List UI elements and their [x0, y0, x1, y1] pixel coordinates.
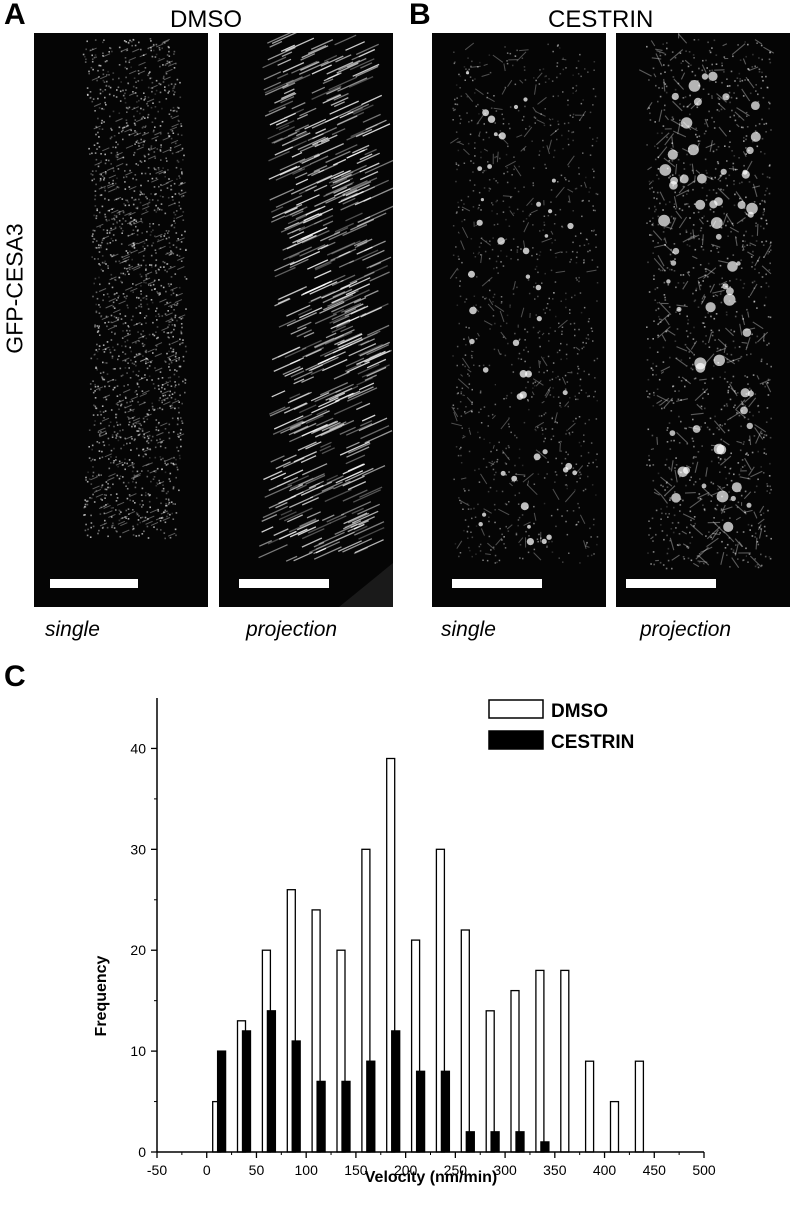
- bar-cestrin-290: [490, 1131, 500, 1153]
- scale-bar: [626, 579, 716, 588]
- dmso-single-caption: single: [45, 618, 100, 641]
- bar-cestrin-65: [266, 1010, 277, 1153]
- scale-bar: [452, 579, 542, 588]
- x-tick-label-100: 100: [295, 1162, 319, 1178]
- legend-label-cestrin: CESTRIN: [551, 732, 634, 753]
- m4-texture: [626, 33, 775, 588]
- bar-cestrin-90: [291, 1040, 301, 1153]
- cestrin-single-micrograph: [432, 33, 606, 607]
- legend: DMSO CESTRIN: [488, 699, 634, 753]
- cestrin-bars: [216, 1010, 550, 1153]
- bar-dmso-260: [460, 929, 470, 1153]
- dmso-projection-caption: projection: [246, 618, 338, 641]
- x-tick-label--50: -50: [147, 1162, 167, 1178]
- bar-cestrin-215: [415, 1070, 426, 1153]
- legend-label-dmso: DMSO: [551, 701, 608, 722]
- y-tick-label-40: 40: [130, 740, 146, 756]
- bar-dmso-410: [609, 1100, 620, 1153]
- y-tick-label-30: 30: [130, 841, 146, 857]
- bar-cestrin-240: [440, 1070, 451, 1153]
- row-label-gfp-cesa3: GFP-CESA3: [1, 223, 28, 354]
- x-tick-label-400: 400: [593, 1162, 617, 1178]
- velocity-histogram: -50 0 50 100 150 200 250 300 350 400 450 5000102030…: [93, 698, 716, 1186]
- x-axis-label: Velocity (nm/min): [365, 1169, 497, 1186]
- bar-dmso-310: [510, 989, 520, 1153]
- y-tick-label-10: 10: [130, 1043, 146, 1059]
- dmso-projection-micrograph: [219, 33, 393, 607]
- dmso-bars: [212, 757, 645, 1153]
- x-tick-label-350: 350: [543, 1162, 567, 1178]
- m2-texture: [239, 33, 393, 607]
- y-tick-label-20: 20: [130, 942, 146, 958]
- m1-texture: [50, 38, 188, 588]
- x-tick-label-200: 200: [394, 1162, 418, 1178]
- y-tick-label-0: 0: [138, 1144, 146, 1160]
- tick-labels: -50 0 50 100 150 200 250 300 350 400 450 5000102030…: [130, 740, 715, 1178]
- dmso-title: DMSO: [170, 6, 242, 33]
- cestrin-projection-micrograph: [616, 33, 790, 607]
- x-tick-label-150: 150: [344, 1162, 368, 1178]
- x-tick-label-450: 450: [643, 1162, 667, 1178]
- legend-swatch-cestrin: [488, 730, 544, 750]
- bar-cestrin-190: [391, 1030, 401, 1153]
- cestrin-single-caption: single: [441, 618, 496, 641]
- m3-texture: [449, 42, 599, 588]
- bar-cestrin-315: [515, 1131, 525, 1153]
- y-axis-label: Frequency: [93, 955, 110, 1036]
- bar-cestrin-140: [341, 1080, 351, 1153]
- bar-cestrin-115: [316, 1080, 326, 1153]
- bar-cestrin-165: [366, 1060, 376, 1153]
- row-label-wrap: GFP-CESA3: [0, 180, 30, 400]
- x-tick-label-500: 500: [692, 1162, 716, 1178]
- axes: [151, 698, 705, 1158]
- panel-letter-c: C: [4, 660, 26, 693]
- bar-dmso-435: [634, 1060, 645, 1153]
- bar-dmso-385: [584, 1060, 595, 1153]
- bar-cestrin-265: [465, 1131, 475, 1153]
- bar-cestrin-15: [216, 1050, 227, 1153]
- bar-cestrin-340: [540, 1141, 550, 1153]
- bar-dmso-285: [485, 1010, 495, 1153]
- x-tick-label-50: 50: [249, 1162, 265, 1178]
- cestrin-projection-caption: projection: [640, 618, 732, 641]
- x-tick-label-0: 0: [203, 1162, 211, 1178]
- x-tick-label-300: 300: [493, 1162, 517, 1178]
- bar-cestrin-40: [241, 1030, 252, 1153]
- scale-bar: [50, 579, 138, 588]
- cestrin-title: CESTRIN: [548, 6, 654, 33]
- panel-letter-b: B: [409, 0, 431, 31]
- legend-swatch-dmso: [488, 699, 544, 719]
- panel-letter-a: A: [4, 0, 26, 31]
- scale-bar: [239, 579, 329, 588]
- x-tick-label-250: 250: [444, 1162, 468, 1178]
- bar-dmso-360: [560, 969, 570, 1153]
- bar-dmso-335: [535, 969, 545, 1153]
- dmso-single-micrograph: [34, 33, 208, 607]
